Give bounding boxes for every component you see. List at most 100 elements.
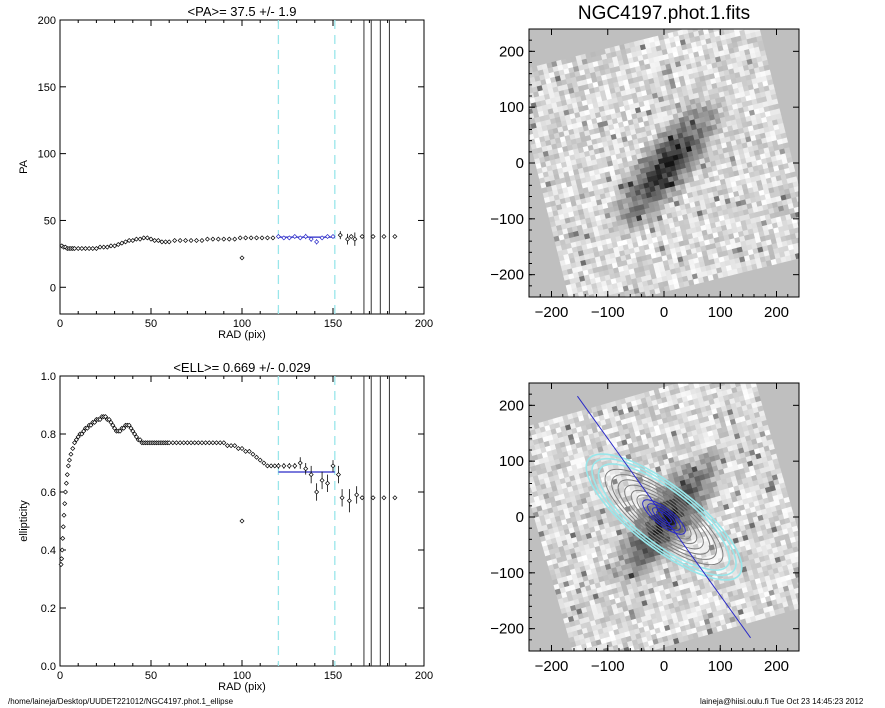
y-tick-label: 0.8 [41, 429, 56, 441]
data-point [239, 446, 245, 451]
data-point [352, 236, 358, 242]
image-panel-1: NGC4197.phot.1.fits −200 −100 0 100 200 −200 −1… [490, 3, 800, 321]
data-point [243, 235, 249, 241]
data-point [359, 495, 365, 501]
y-tick-label: 100 [38, 149, 56, 161]
data-point [148, 236, 154, 242]
data-point [64, 472, 70, 478]
data-point [297, 235, 303, 241]
data-point [59, 556, 65, 562]
data-point [112, 243, 118, 249]
x-tick-label: 150 [324, 318, 342, 330]
data-point [308, 236, 314, 242]
data-point [88, 422, 94, 428]
isophote-contours [585, 453, 743, 581]
data-point [221, 236, 227, 242]
data-point [106, 417, 112, 422]
data-point [250, 451, 256, 457]
y-tick-label: −100 [490, 211, 524, 228]
x-axis-label: RAD (pix) [218, 329, 266, 341]
data-point [121, 425, 127, 431]
y-tick-label: 0.2 [41, 603, 56, 615]
data-point [257, 457, 263, 463]
y-tick-label: 200 [499, 397, 524, 414]
data-point [81, 428, 87, 434]
x-tick-label: 0 [660, 304, 668, 321]
data-point [59, 547, 65, 553]
data-point [177, 238, 183, 243]
y-tick-label: 0.0 [41, 661, 56, 673]
data-point [303, 466, 309, 472]
data-point [68, 451, 74, 457]
x-tick-label: 100 [708, 658, 733, 675]
data-point [183, 238, 189, 243]
data-point [73, 437, 79, 443]
data-point [123, 239, 129, 245]
data-point [65, 463, 71, 469]
contour-ellipse [636, 494, 692, 540]
y-tick-label: 200 [38, 15, 56, 27]
data-point [128, 425, 134, 431]
data-point [281, 235, 287, 241]
data-point [292, 463, 298, 469]
data-point [330, 233, 336, 239]
data-point [188, 238, 194, 243]
data-point [254, 235, 260, 241]
image-area [529, 383, 799, 651]
data-point [359, 233, 365, 239]
y-tick-label: 200 [499, 43, 524, 60]
plot-frame [59, 19, 425, 315]
y-tick-label: 0 [516, 155, 524, 172]
x-tick-label: −100 [591, 304, 625, 321]
data-point [115, 242, 121, 248]
plot-title: <ELL>= 0.669 +/- 0.029 [173, 360, 310, 375]
x-tick-label: 0 [660, 658, 668, 675]
data-point [119, 240, 125, 246]
data-point [172, 238, 178, 243]
data-point [392, 233, 398, 239]
data-point [60, 524, 66, 530]
contour-ellipse [585, 453, 743, 581]
y-tick-label: −200 [490, 267, 524, 284]
y-tick-label: −100 [490, 565, 524, 582]
data-point [70, 446, 76, 451]
x-tick-label: −200 [535, 304, 569, 321]
data-point [325, 480, 331, 486]
data-point [254, 454, 260, 460]
contour-ellipse [604, 468, 724, 566]
data-point [264, 235, 270, 241]
profile-plot-1: <PA>= 37.5 +/- 1.9 RAD (pix) PA 0 50 100 150 20… [18, 4, 433, 341]
data-point [137, 236, 143, 242]
y-tick-label: 0 [516, 509, 524, 526]
data-point [130, 238, 136, 243]
data-point [104, 244, 110, 250]
x-tick-label: 50 [145, 670, 157, 682]
data-point [60, 535, 66, 541]
y-tick-label: 0.6 [41, 487, 56, 499]
data-point [62, 489, 68, 495]
data-point [275, 233, 281, 239]
y-tick-label: 100 [499, 453, 524, 470]
data-point [239, 255, 245, 261]
data-point [117, 428, 123, 434]
x-tick-label: 150 [324, 670, 342, 682]
data-point [292, 233, 298, 239]
x-axis-label: RAD (pix) [218, 681, 266, 693]
data-point [97, 417, 103, 422]
data-point [335, 472, 341, 478]
image-field [529, 29, 799, 297]
data-point [248, 235, 254, 241]
y-tick-label: 1.0 [41, 371, 56, 383]
data-point [259, 235, 265, 241]
data-point [297, 460, 303, 466]
data-point [66, 457, 72, 463]
plot-title: <PA>= 37.5 +/- 1.9 [188, 4, 297, 19]
data-point [308, 472, 314, 478]
data-point [210, 236, 216, 242]
data-point [92, 419, 98, 425]
contour-ellipse [647, 503, 681, 531]
data-point [61, 512, 67, 518]
x-tick-label: −100 [591, 658, 625, 675]
data-point [354, 492, 360, 498]
